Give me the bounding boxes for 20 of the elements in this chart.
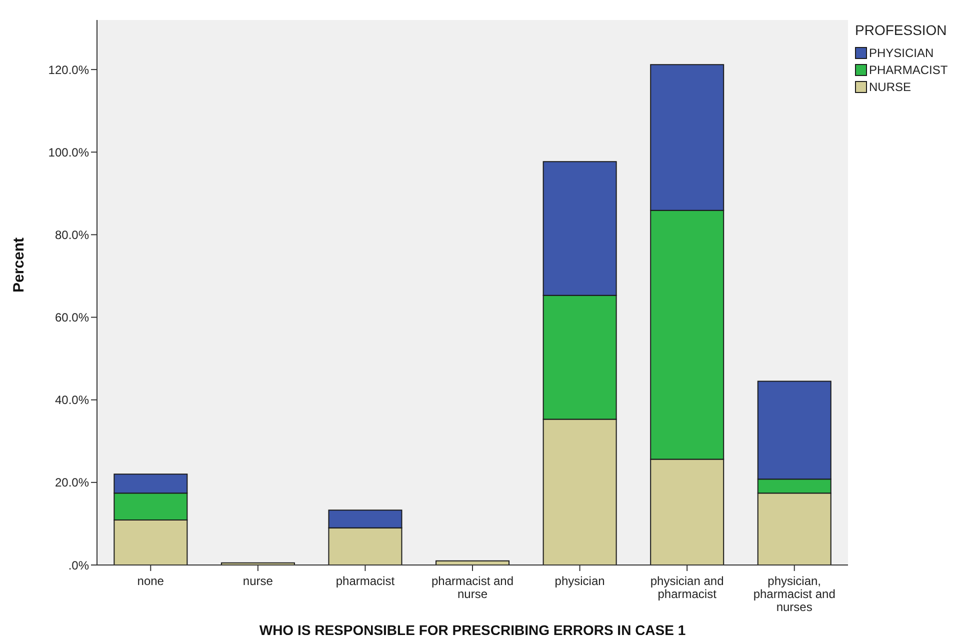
- x-tick-label: nurse: [242, 574, 274, 588]
- x-tick-label: pharmacist and nurse: [431, 574, 514, 601]
- legend-label: PHARMACIST: [869, 62, 948, 76]
- x-axis-title: WHO IS RESPONSIBLE FOR PRESCRIBING ERRORS IN CASE 1: [259, 622, 686, 638]
- y-tick-label: 20.0%: [54, 476, 90, 490]
- legend-label: PHYSICIAN: [869, 46, 934, 60]
- y-tick-label: 60.0%: [54, 310, 90, 325]
- legend-label: NURSE: [869, 80, 912, 94]
- y-tick-label: 120.0%: [48, 62, 90, 77]
- x-tick-label: physician: [554, 574, 605, 588]
- y-tick-label: 40.0%: [54, 393, 90, 408]
- x-tick-label: none: [137, 574, 164, 588]
- legend-title: PROFESSION: [855, 22, 948, 38]
- y-axis-title: Percent: [10, 237, 28, 292]
- y-tick-label: .0%: [68, 558, 90, 572]
- x-tick-label: physician and pharmacist: [650, 574, 724, 601]
- y-tick-label: 80.0%: [54, 228, 90, 242]
- y-tick-label: 100.0%: [48, 145, 90, 160]
- x-tick-label: pharmacist: [336, 574, 396, 588]
- x-tick-label: physician, pharmacist and nurses: [753, 574, 836, 614]
